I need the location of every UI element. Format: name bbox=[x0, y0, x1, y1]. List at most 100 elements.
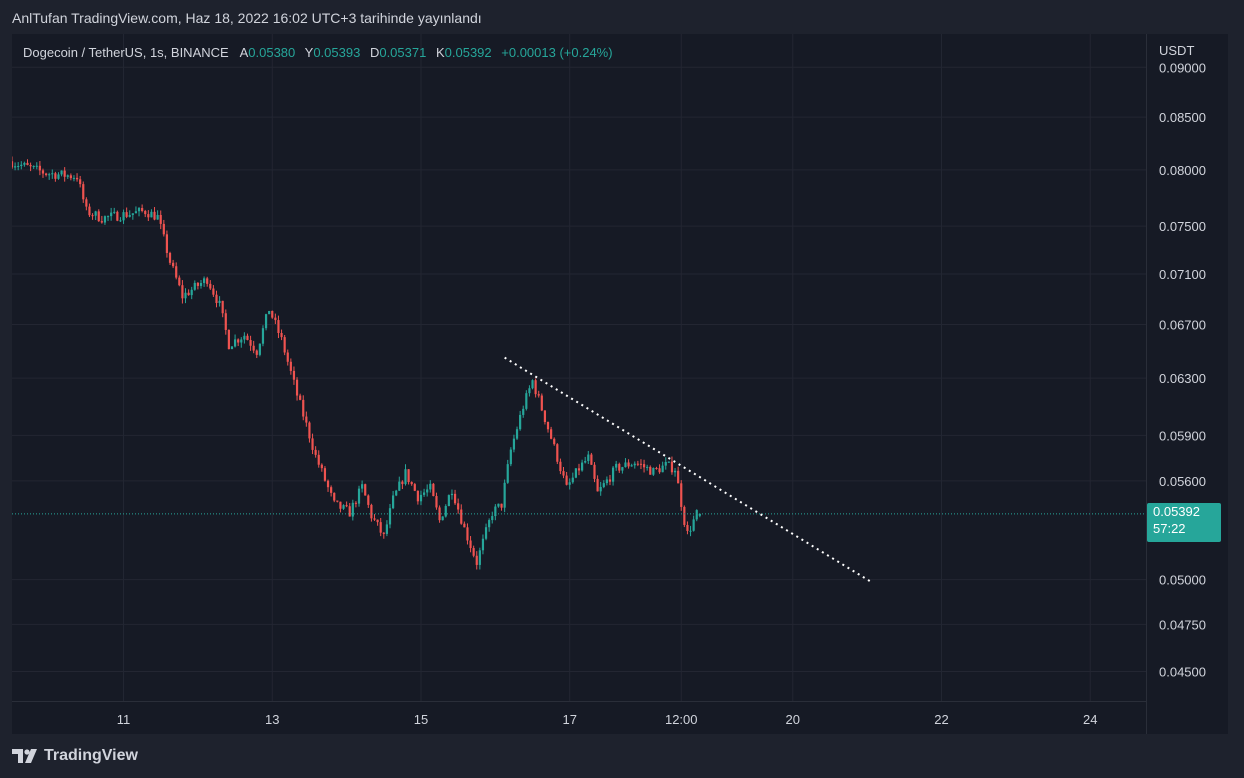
candle-body bbox=[354, 502, 358, 504]
candle-body bbox=[57, 174, 60, 179]
candle-body bbox=[51, 173, 54, 175]
candle-body bbox=[636, 463, 639, 465]
chart-frame[interactable]: Dogecoin / TetherUS, 1s, BINANCE A0.0538… bbox=[12, 34, 1228, 734]
candle-body bbox=[271, 310, 274, 318]
candle-body bbox=[469, 540, 472, 549]
candle-body bbox=[429, 483, 432, 490]
time-tick-label: 22 bbox=[934, 712, 948, 727]
candle-body bbox=[531, 380, 534, 389]
candle-body bbox=[85, 199, 88, 207]
candle-body bbox=[230, 346, 234, 350]
candle-body bbox=[670, 461, 674, 473]
candle-body bbox=[673, 470, 677, 473]
price-axis[interactable]: USDT 0.09000 0.08500 0.08000 0.07500 0.07100… bbox=[1146, 34, 1229, 734]
price-tick-label: 0.04500 bbox=[1159, 664, 1206, 679]
candle-body bbox=[602, 483, 605, 488]
candle-body bbox=[302, 399, 305, 417]
candle-body bbox=[141, 208, 144, 212]
candle-body bbox=[305, 416, 308, 423]
candle-body bbox=[351, 502, 354, 517]
candle-body bbox=[565, 475, 568, 485]
candle-body bbox=[202, 278, 206, 283]
candle-body bbox=[683, 506, 686, 525]
candle-body bbox=[556, 444, 559, 462]
candle-body bbox=[488, 520, 491, 528]
price-tick-label: 0.07500 bbox=[1159, 219, 1206, 234]
plot-area[interactable]: Dogecoin / TetherUS, 1s, BINANCE A0.0538… bbox=[12, 34, 1146, 701]
candle-body bbox=[35, 165, 38, 167]
candle-body bbox=[153, 211, 156, 220]
time-tick-label: 17 bbox=[562, 712, 576, 727]
candle-body bbox=[63, 170, 66, 177]
footer-brand[interactable]: TradingView bbox=[12, 747, 138, 765]
price-tick-label: 0.05000 bbox=[1159, 573, 1206, 588]
candle-body bbox=[391, 495, 395, 509]
candle-body bbox=[388, 508, 392, 525]
candle-body bbox=[172, 262, 175, 267]
candle-body bbox=[243, 335, 246, 340]
candle-body bbox=[401, 481, 404, 485]
candle-body bbox=[289, 361, 292, 371]
candle-body bbox=[580, 462, 584, 471]
candle-body bbox=[212, 288, 215, 295]
candle-body bbox=[134, 211, 138, 214]
candle-body bbox=[621, 467, 624, 471]
time-tick-label: 12:00 bbox=[665, 712, 698, 727]
candle-body bbox=[106, 216, 110, 218]
candle-body bbox=[103, 216, 107, 223]
candle-body bbox=[692, 519, 695, 531]
candle-body bbox=[122, 212, 125, 221]
price-tick-label: 0.06700 bbox=[1159, 317, 1206, 332]
candle-body bbox=[23, 162, 26, 165]
candle-body bbox=[336, 500, 339, 502]
candle-body bbox=[206, 278, 209, 284]
candle-body bbox=[75, 177, 79, 180]
time-axis[interactable]: 11 13 15 17 12:00 20 22 24 bbox=[12, 701, 1146, 735]
legend-symbol[interactable]: Dogecoin / TetherUS, 1s, BINANCE bbox=[23, 45, 229, 60]
candle-body bbox=[642, 464, 646, 468]
candle-body bbox=[528, 388, 531, 394]
candle-body bbox=[497, 503, 500, 507]
chart-svg[interactable] bbox=[12, 34, 1146, 701]
candle-body bbox=[379, 522, 382, 533]
legend-low-value: 0.05371 bbox=[379, 45, 427, 60]
candle-body bbox=[537, 394, 540, 396]
legend-close-label: K bbox=[435, 45, 445, 60]
candle-body bbox=[376, 519, 379, 523]
candle-body bbox=[435, 496, 438, 508]
candle-body bbox=[453, 493, 457, 504]
candle-body bbox=[413, 484, 416, 491]
candle-body bbox=[509, 449, 512, 465]
candle-body bbox=[652, 467, 655, 475]
candle-body bbox=[233, 339, 237, 347]
candle-body bbox=[165, 234, 169, 253]
candle-body bbox=[196, 282, 200, 286]
candle-body bbox=[432, 483, 435, 497]
candle-body bbox=[540, 395, 543, 411]
legend-high-label: Y bbox=[304, 45, 314, 60]
candle-body bbox=[410, 482, 413, 485]
legend-low-label: D bbox=[369, 45, 380, 60]
candle-body bbox=[444, 506, 447, 517]
candle-body bbox=[94, 211, 97, 216]
candle-body bbox=[574, 468, 578, 478]
candle-body bbox=[382, 532, 385, 534]
candle-body bbox=[252, 345, 255, 351]
candle-body bbox=[568, 482, 571, 485]
candle-body bbox=[79, 179, 82, 185]
candle-body bbox=[562, 471, 565, 476]
candle-body bbox=[438, 507, 441, 521]
candle-body bbox=[605, 479, 608, 484]
price-tick-label: 0.06300 bbox=[1159, 371, 1206, 386]
candle-body bbox=[512, 438, 516, 450]
candle-body bbox=[534, 380, 537, 395]
candle-body bbox=[630, 465, 633, 467]
candle-body bbox=[283, 337, 286, 353]
candle-body bbox=[295, 379, 299, 396]
candle-body bbox=[395, 490, 398, 496]
candle-body bbox=[261, 328, 265, 344]
candle-body bbox=[385, 524, 389, 534]
candle-countdown: 57:22 bbox=[1153, 520, 1186, 536]
candle-body bbox=[91, 215, 94, 217]
price-tick-label: 0.04750 bbox=[1159, 617, 1206, 632]
